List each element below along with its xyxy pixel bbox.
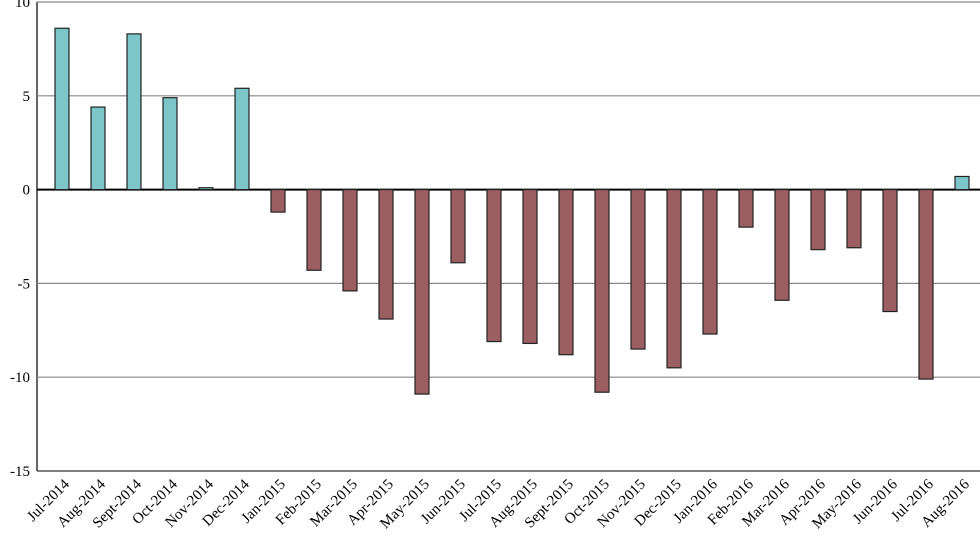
y-tick-label: 5 <box>23 89 31 105</box>
bar <box>198 187 214 191</box>
bar <box>342 189 358 292</box>
bar <box>126 33 142 191</box>
bar <box>702 189 718 335</box>
y-tick-label: 10 <box>15 0 30 11</box>
y-tick-label: -15 <box>10 464 30 480</box>
bar <box>738 189 754 228</box>
bar <box>918 189 934 380</box>
bar <box>882 189 898 313</box>
bar <box>378 189 394 320</box>
bar <box>522 189 538 345</box>
bar <box>270 189 286 213</box>
bar <box>558 189 574 356</box>
bar <box>810 189 826 251</box>
bar <box>414 189 430 395</box>
bar <box>630 189 646 350</box>
bar <box>306 189 322 271</box>
bar <box>162 97 178 191</box>
bar <box>90 106 106 191</box>
bar <box>594 189 610 393</box>
bar <box>486 189 502 343</box>
bar <box>774 189 790 301</box>
bar <box>54 27 70 191</box>
y-tick-label: 0 <box>23 183 31 199</box>
y-tick-label: -10 <box>10 370 30 386</box>
bar <box>666 189 682 369</box>
bar <box>234 87 250 191</box>
bar <box>846 189 862 249</box>
bar <box>954 175 970 191</box>
bar <box>450 189 466 264</box>
y-tick-label: -5 <box>18 276 31 292</box>
